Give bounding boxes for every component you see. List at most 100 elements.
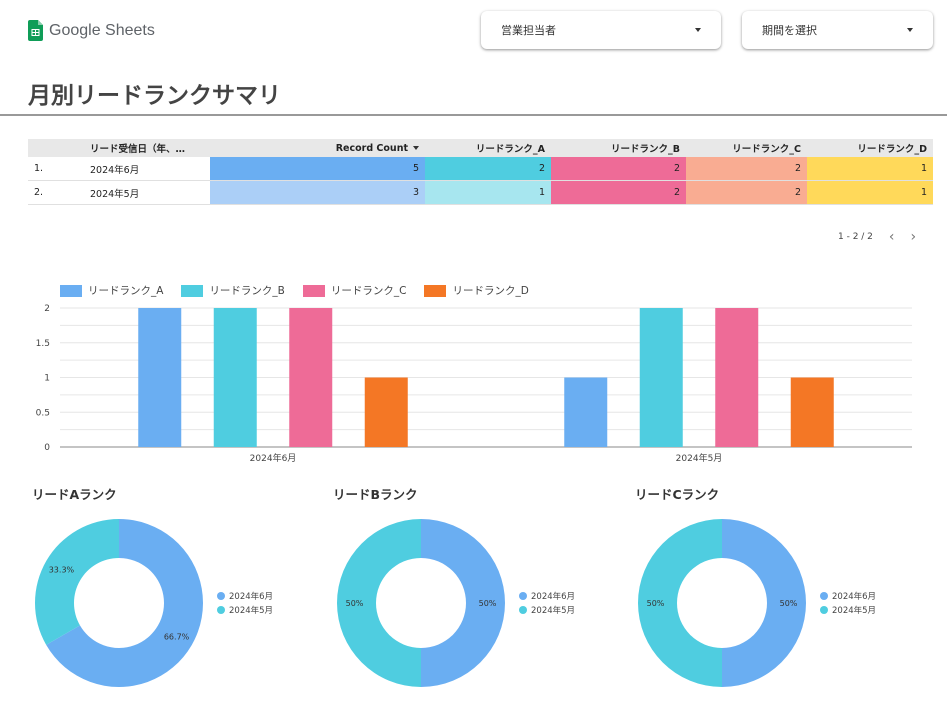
legend-label: 2024年6月: [229, 592, 274, 602]
slice-value-label: 66.7%: [164, 632, 190, 641]
bar[interactable]: [364, 377, 408, 448]
legend-item-rank-b[interactable]: リードランク_B: [181, 283, 285, 298]
x-tick-label: 2024年6月: [250, 452, 297, 464]
row-date: 2024年6月: [90, 164, 140, 176]
legend-dot: [519, 592, 527, 600]
chevron-left-icon[interactable]: ‹: [888, 229, 895, 245]
slice-value-label: 50%: [346, 599, 364, 608]
bar[interactable]: [564, 377, 608, 448]
donut-legend-rank-a: 2024年6月 2024年5月: [217, 589, 273, 617]
legend-label: 2024年6月: [832, 592, 877, 602]
legend-swatch: [302, 284, 325, 297]
legend-dot: [519, 606, 527, 614]
chevron-down-icon: [907, 28, 913, 32]
donut-title-rank-b: リードBランク: [333, 487, 418, 502]
row-index: 1.: [34, 163, 44, 174]
legend-item: 2024年5月: [519, 603, 575, 617]
donut-slice[interactable]: [638, 519, 722, 687]
y-tick-label: 0: [44, 443, 50, 453]
cell-rank-d: 1: [807, 157, 933, 180]
legend-item: 2024年5月: [217, 603, 273, 617]
slice-value-label: 50%: [780, 599, 798, 608]
sort-desc-icon: [413, 146, 419, 150]
bar-chart: 0 0.5 1 1.5 2 2024年6月 2024年5月: [36, 304, 912, 464]
legend-label: 2024年5月: [832, 606, 877, 616]
legend-item: 2024年5月: [820, 603, 876, 617]
cell-record-count: 3: [210, 181, 425, 204]
bar-chart-legend: リードランク_A リードランク_B リードランク_C リードランク_D: [60, 283, 529, 298]
legend-item-rank-a[interactable]: リードランク_A: [60, 283, 163, 298]
chevron-right-icon[interactable]: ›: [910, 229, 917, 245]
legend-dot: [217, 606, 225, 614]
chevron-down-icon: [695, 28, 701, 32]
header-date[interactable]: リード受信日（年、…: [90, 144, 186, 155]
google-sheets-logo: Google Sheets: [28, 20, 155, 41]
donut-slice[interactable]: [34, 519, 119, 645]
legend-item-rank-c[interactable]: リードランク_C: [302, 283, 407, 298]
bar[interactable]: [213, 308, 257, 447]
table-row: 1. 2024年6月 5 2 2 2 1: [28, 157, 933, 181]
donut-title-rank-c: リードCランク: [635, 487, 720, 502]
bar[interactable]: [790, 377, 834, 448]
data-table: リード受信日（年、… Record Count リードランク_A リードランク_…: [28, 139, 933, 205]
row-index: 2.: [34, 187, 44, 198]
legend-swatch: [60, 284, 82, 297]
title-divider: [0, 114, 947, 116]
donut-slice[interactable]: [337, 519, 421, 687]
legend-label: リードランク_C: [330, 285, 407, 297]
legend-item: 2024年6月: [519, 589, 575, 603]
logo-text: Google Sheets: [49, 21, 155, 39]
sheets-icon: [28, 20, 43, 41]
table-row: 2. 2024年5月 3 1 2 2 1: [28, 181, 933, 205]
row-date: 2024年5月: [90, 188, 140, 200]
donut-chart-rank-a: 66.7% 33.3%: [34, 519, 203, 687]
donut-chart-rank-b: 50% 50%: [337, 519, 505, 687]
cell-rank-b: 2: [551, 181, 686, 204]
header-rank-c[interactable]: リードランク_C: [732, 144, 801, 155]
page-title: 月別リードランクサマリ: [28, 83, 281, 109]
header-record-count[interactable]: Record Count: [210, 139, 425, 157]
cell-rank-b: 2: [551, 157, 686, 180]
legend-dot: [820, 592, 828, 600]
cell-rank-a: 2: [425, 157, 551, 180]
donut-chart-rank-c: 50% 50%: [638, 519, 806, 687]
y-tick-label: 1.5: [36, 339, 50, 349]
y-tick-label: 2: [44, 304, 50, 314]
legend-item-rank-d[interactable]: リードランク_D: [424, 283, 529, 298]
header-rank-a[interactable]: リードランク_A: [475, 144, 545, 155]
x-tick-label: 2024年5月: [676, 452, 723, 464]
legend-label: 2024年5月: [229, 606, 274, 616]
legend-dot: [217, 592, 225, 600]
donut-slice[interactable]: [46, 519, 203, 687]
bar[interactable]: [715, 308, 759, 447]
donut-legend-rank-b: 2024年6月 2024年5月: [519, 589, 575, 617]
legend-dot: [820, 606, 828, 614]
bar[interactable]: [289, 308, 333, 447]
header-index: [28, 139, 84, 157]
header-rank-b[interactable]: リードランク_B: [611, 144, 680, 155]
header-record-count-label: Record Count: [335, 142, 408, 154]
cell-rank-c: 2: [686, 181, 807, 204]
legend-swatch: [424, 284, 447, 297]
table-header-row: リード受信日（年、… Record Count リードランク_A リードランク_…: [28, 139, 933, 157]
period-dropdown[interactable]: 期間を選択: [742, 11, 933, 49]
donut-slice[interactable]: [722, 519, 806, 687]
donut-slice[interactable]: [421, 519, 505, 687]
legend-item: 2024年6月: [820, 589, 876, 603]
donut-title-rank-a: リードAランク: [32, 487, 117, 502]
legend-swatch: [181, 284, 204, 297]
header-rank-d[interactable]: リードランク_D: [857, 144, 927, 155]
slice-value-label: 50%: [479, 599, 497, 608]
pager-text: 1 - 2 / 2: [838, 232, 873, 242]
cell-rank-a: 1: [425, 181, 551, 204]
bar[interactable]: [639, 308, 683, 447]
donut-legend-rank-c: 2024年6月 2024年5月: [820, 589, 876, 617]
cell-rank-d: 1: [807, 181, 933, 204]
bar[interactable]: [138, 308, 182, 447]
table-pager: 1 - 2 / 2 ‹ ›: [838, 229, 916, 245]
legend-label: リードランク_B: [209, 285, 285, 297]
slice-value-label: 50%: [647, 599, 665, 608]
cell-rank-c: 2: [686, 157, 807, 180]
sales-rep-dropdown[interactable]: 営業担当者: [481, 11, 721, 49]
legend-item: 2024年6月: [217, 589, 273, 603]
